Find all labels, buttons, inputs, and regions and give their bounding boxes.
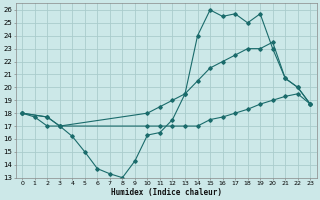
X-axis label: Humidex (Indice chaleur): Humidex (Indice chaleur) <box>111 188 222 197</box>
